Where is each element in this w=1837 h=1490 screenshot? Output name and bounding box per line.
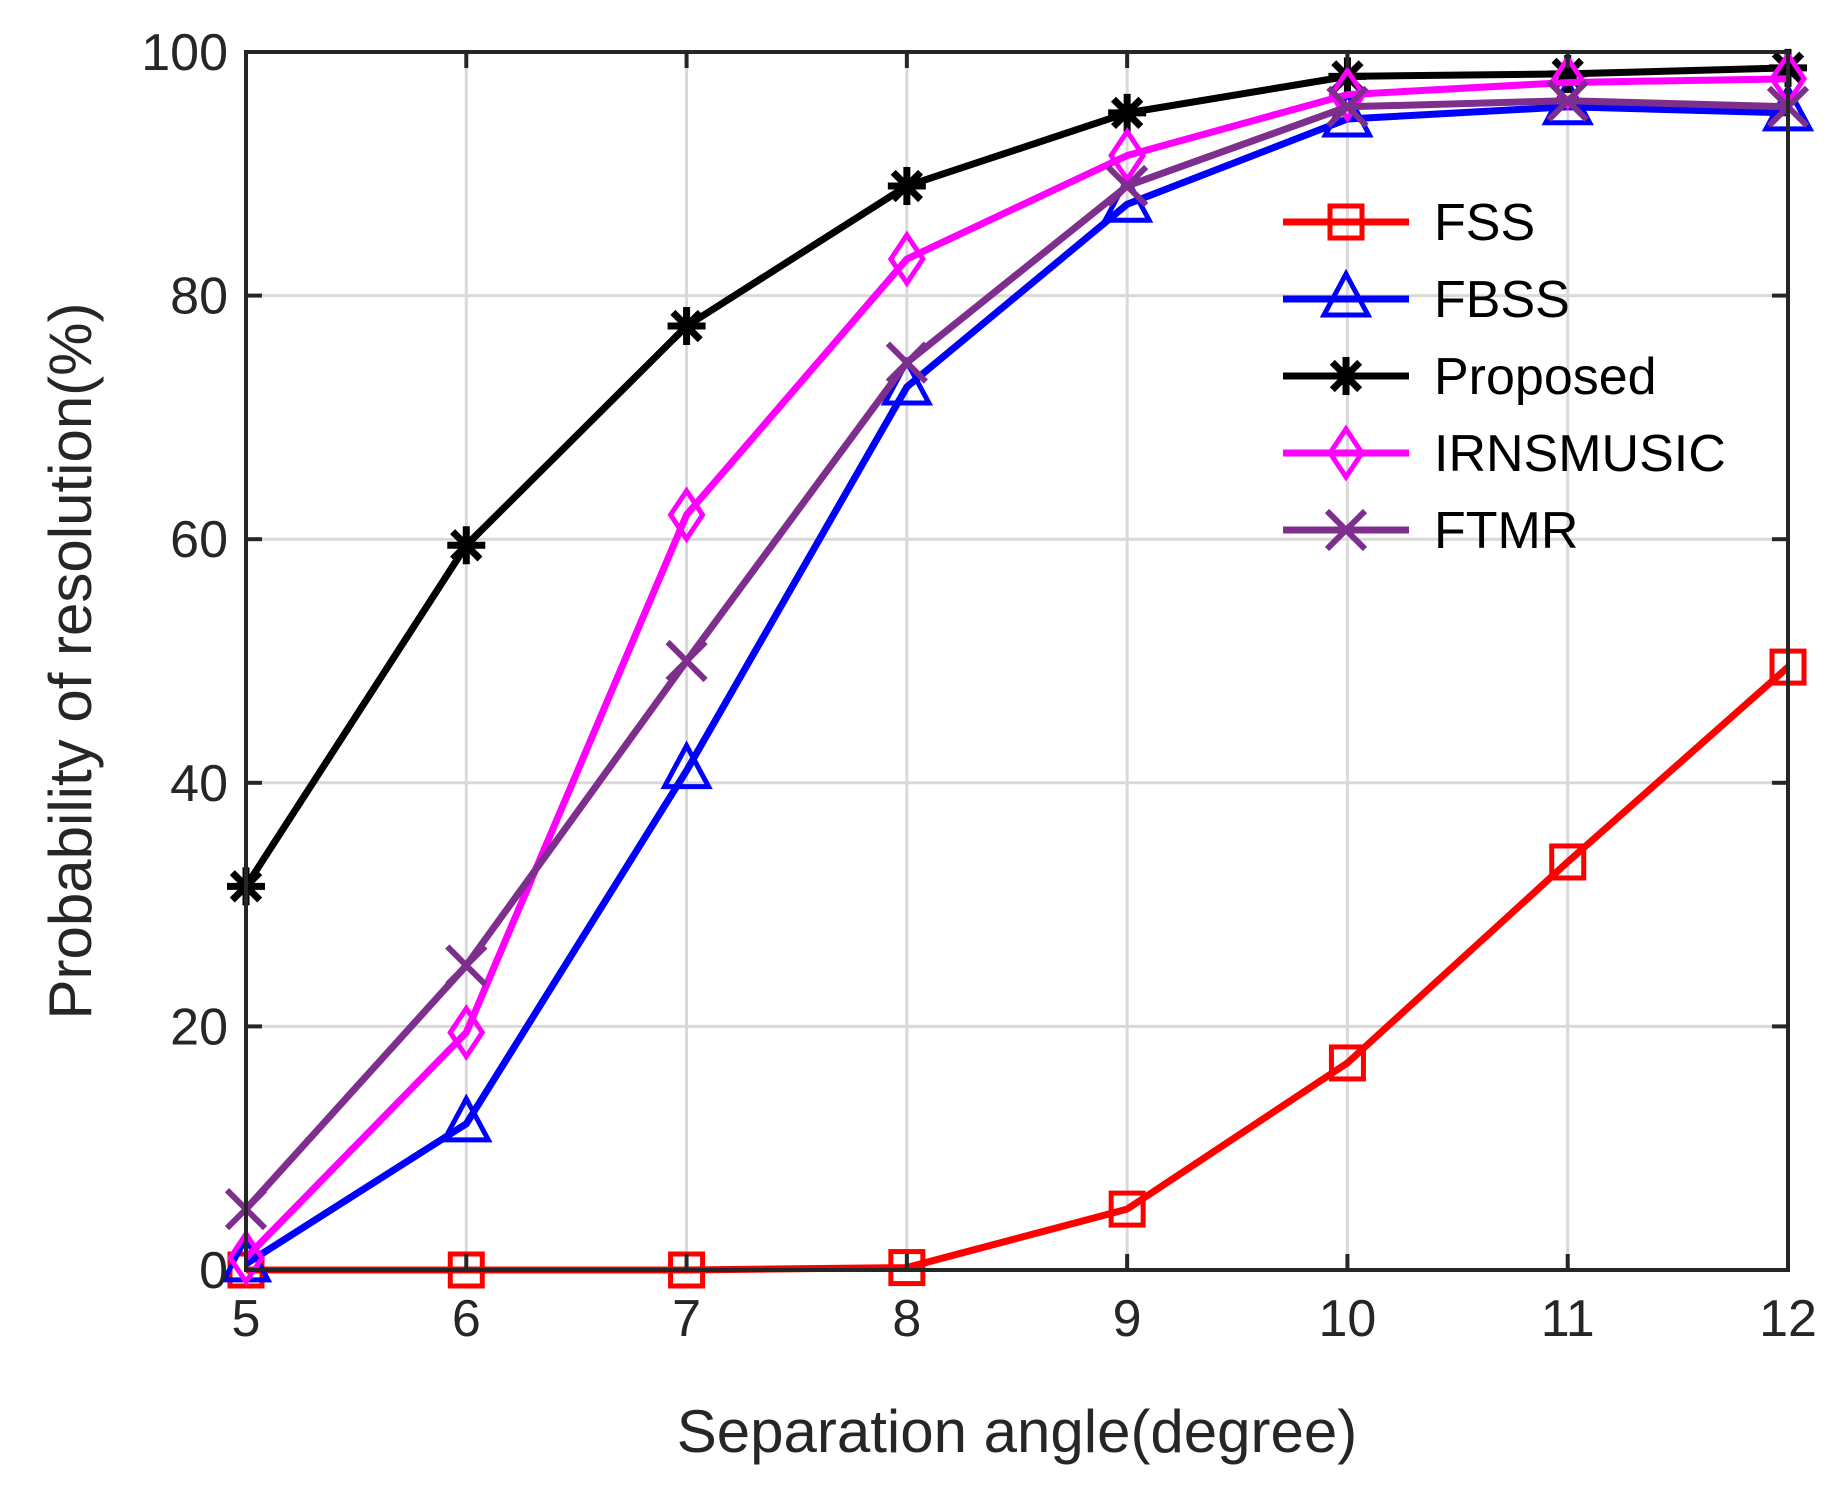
legend-label: FBSS — [1434, 271, 1570, 329]
legend-marker — [1326, 424, 1366, 482]
ticks — [244, 50, 1790, 1272]
legend-entry-fss: FSS — [1283, 194, 1535, 252]
data-point-irnsmusic — [1328, 66, 1367, 124]
x-tick-label: 7 — [672, 1290, 701, 1348]
legend-marker — [1324, 508, 1368, 552]
data-point-irnsmusic — [447, 1003, 486, 1061]
x-tick-label: 5 — [232, 1290, 261, 1348]
y-tick-label: 100 — [141, 24, 228, 82]
data-point-fbss — [660, 740, 713, 790]
data-point-fbss — [440, 1093, 493, 1143]
data-point-proposed — [1108, 93, 1147, 132]
legend-label: FSS — [1434, 194, 1535, 252]
data-point-ftmr — [885, 341, 928, 384]
data-point-irnsmusic — [887, 230, 926, 288]
x-tick-label: 12 — [1759, 1290, 1817, 1348]
data-point-irnsmusic — [226, 1229, 266, 1287]
legend-entry-ftmr: FTMR — [1283, 502, 1578, 560]
data-point-proposed — [887, 166, 926, 205]
legend: FSS FBSS Proposed IRNSMUSIC FTMR — [1283, 194, 1726, 560]
data-point-ftmr — [1106, 164, 1149, 208]
series-line-irnsmusic — [243, 75, 1789, 1261]
legend-label: IRNSMUSIC — [1434, 425, 1726, 483]
data-point-proposed — [1548, 54, 1587, 93]
data-point-proposed — [1328, 57, 1367, 96]
legend-label: FTMR — [1434, 502, 1578, 560]
series-irnsmusic — [226, 50, 1808, 1287]
y-tick-label: 80 — [170, 268, 228, 326]
data-point-fss — [1549, 843, 1587, 881]
data-point-ftmr — [1326, 85, 1369, 128]
y-tick-label: 60 — [170, 511, 228, 569]
data-point-ftmr — [445, 944, 488, 987]
data-point-proposed — [667, 307, 706, 346]
x-axis-label: Separation angle(degree) — [677, 1398, 1357, 1465]
data-point-fss — [888, 1249, 926, 1287]
y-tick-label: 20 — [170, 998, 228, 1056]
x-tick-label: 6 — [452, 1290, 481, 1348]
y-tick-label: 40 — [170, 755, 228, 813]
data-point-proposed — [447, 526, 486, 565]
series-line-fbss — [244, 103, 1789, 1267]
data-point-irnsmusic — [1548, 53, 1587, 111]
legend-entry-fbss: FBSS — [1283, 268, 1570, 329]
data-point-ftmr — [1546, 79, 1589, 122]
legend-entry-proposed: Proposed — [1283, 348, 1657, 406]
series-line-ftmr — [243, 97, 1789, 1212]
series-ftmr — [224, 79, 1810, 1231]
x-tick-label: 11 — [1541, 1290, 1595, 1348]
y-axis-label: Probability of resolution(%) — [37, 303, 104, 1020]
data-point-fss — [1328, 1044, 1366, 1082]
x-tick-label: 8 — [892, 1290, 921, 1348]
tick-labels: 5 6 7 8 9 10 11 12 0 20 40 60 80 100 — [141, 24, 1817, 1348]
data-point-irnsmusic — [667, 486, 706, 544]
legend-marker — [1319, 268, 1373, 318]
data-point-irnsmusic — [1108, 127, 1147, 185]
data-point-fss — [1108, 1190, 1146, 1228]
legend-label: Proposed — [1434, 348, 1657, 406]
data-point-ftmr — [665, 639, 708, 683]
series-line-proposed — [243, 64, 1789, 889]
legend-entry-irnsmusic: IRNSMUSIC — [1283, 424, 1726, 483]
legend-marker — [1327, 357, 1365, 395]
legend-marker — [1327, 203, 1365, 241]
x-tick-label: 10 — [1319, 1290, 1377, 1348]
plot-frame — [244, 50, 1790, 1272]
y-tick-label: 0 — [199, 1242, 228, 1300]
x-tick-label: 9 — [1113, 1290, 1142, 1348]
